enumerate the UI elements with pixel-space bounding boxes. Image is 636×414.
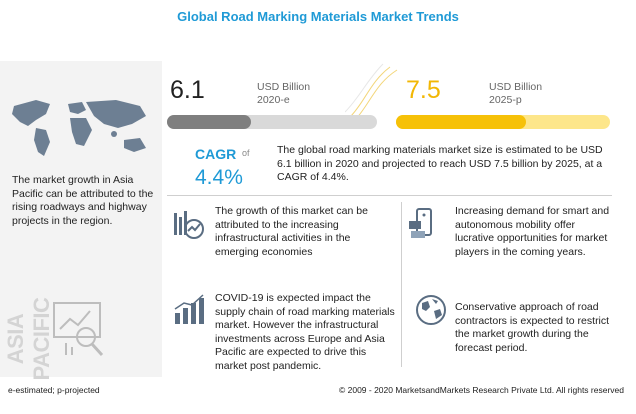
- value-2020: 6.1: [170, 76, 205, 104]
- unit-2025: USD Billion 2025-p: [489, 81, 542, 107]
- page-title: Global Road Marking Materials Market Tre…: [177, 9, 459, 24]
- unit-label-2025: USD Billion: [489, 81, 543, 93]
- cagr-of: of: [242, 148, 250, 158]
- unit-label-2020: USD Billion: [257, 81, 311, 93]
- bar-fill-2020: [167, 115, 251, 129]
- divider: [167, 195, 612, 196]
- cagr-label: CAGR: [195, 146, 237, 162]
- smartphone-money-icon: [409, 208, 432, 238]
- decorative-wave-lines: [345, 63, 398, 121]
- card-text-restraint: Conservative approach of road contractor…: [455, 301, 610, 354]
- value-2025: 7.5: [406, 76, 441, 104]
- unit-2020: USD Billion 2020-e: [257, 81, 310, 107]
- bar-chart-icon: [174, 294, 204, 324]
- market-summary: The global road marking materials market…: [277, 144, 603, 183]
- bar-fill-2025: [396, 115, 526, 129]
- world-map-icon: [12, 100, 146, 156]
- divider: [401, 202, 402, 367]
- globe-icon: [416, 295, 446, 325]
- footer-note: e-estimated; p-projected: [8, 385, 100, 395]
- cagr-value: 4.4%: [195, 166, 243, 189]
- growth-chart-icon: [174, 211, 204, 239]
- year-label-2025: 2025-p: [489, 94, 522, 106]
- card-text-growth: The growth of this market can be attribu…: [215, 205, 368, 258]
- year-label-2020: 2020-e: [257, 94, 290, 106]
- asia-pacific-description: The market growth in Asia Pacific can be…: [12, 174, 154, 227]
- card-text-smart-mobility: Increasing demand for smart and autonomo…: [455, 205, 610, 258]
- analytics-magnifier-icon: [53, 302, 104, 357]
- card-text-covid: COVID-19 is expected impact the supply c…: [215, 292, 395, 372]
- footer-copyright: © 2009 - 2020 MarketsandMarkets Research…: [338, 385, 624, 395]
